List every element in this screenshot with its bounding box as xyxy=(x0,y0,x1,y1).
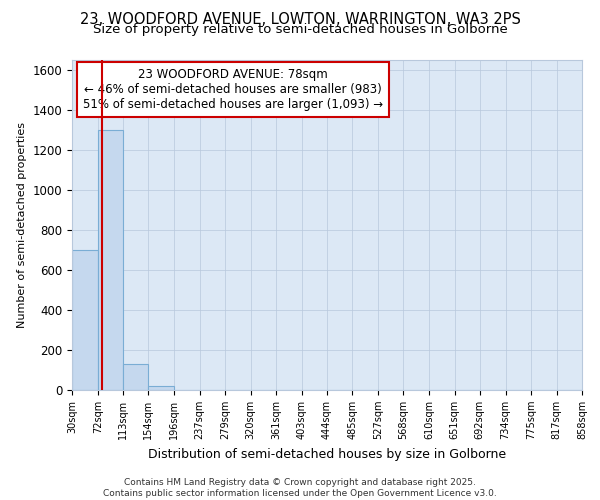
Y-axis label: Number of semi-detached properties: Number of semi-detached properties xyxy=(17,122,27,328)
Bar xyxy=(98,130,123,390)
Bar xyxy=(123,364,148,390)
Text: Contains HM Land Registry data © Crown copyright and database right 2025.
Contai: Contains HM Land Registry data © Crown c… xyxy=(103,478,497,498)
Text: Size of property relative to semi-detached houses in Golborne: Size of property relative to semi-detach… xyxy=(92,22,508,36)
Bar xyxy=(148,386,174,390)
Bar xyxy=(72,250,98,390)
Text: 23 WOODFORD AVENUE: 78sqm
← 46% of semi-detached houses are smaller (983)
51% of: 23 WOODFORD AVENUE: 78sqm ← 46% of semi-… xyxy=(83,68,383,112)
X-axis label: Distribution of semi-detached houses by size in Golborne: Distribution of semi-detached houses by … xyxy=(148,448,506,460)
Text: 23, WOODFORD AVENUE, LOWTON, WARRINGTON, WA3 2PS: 23, WOODFORD AVENUE, LOWTON, WARRINGTON,… xyxy=(80,12,520,28)
